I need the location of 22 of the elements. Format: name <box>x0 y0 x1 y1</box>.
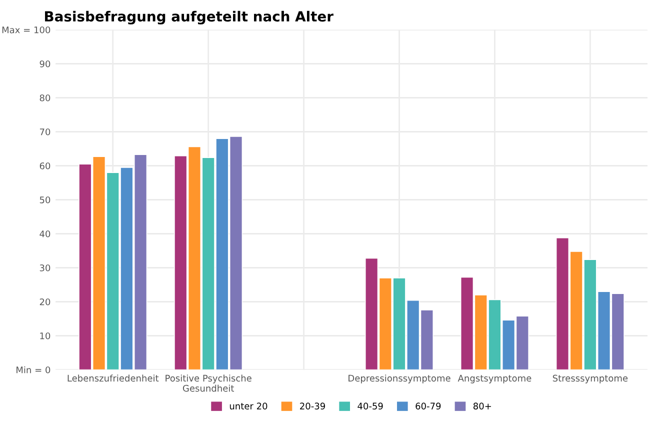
y-tick-label: Min = 0 <box>16 366 50 374</box>
y-tick-label: Max = 100 <box>2 26 50 34</box>
y-tick-label: 20 <box>40 298 50 306</box>
x-tick-label: Positive Psychische Gesundheit <box>166 374 252 392</box>
chart-title: Basisbefragung aufgeteilt nach Alter <box>45 10 334 24</box>
y-tick-label: 80 <box>40 94 50 102</box>
y-tick-label: 40 <box>40 230 50 238</box>
x-tick-label: Stresssymptome <box>552 374 628 384</box>
y-tick-label: 70 <box>40 128 50 136</box>
x-tick-label: Depressionssymptome <box>348 374 450 384</box>
x-tick-label: Angstsymptome <box>458 374 532 384</box>
y-tick-label: 60 <box>40 162 50 170</box>
y-tick-label: 50 <box>40 196 50 204</box>
legend-label: unter 20 <box>230 402 268 410</box>
legend-label: 20-39 <box>300 402 325 410</box>
legend-label: 40-59 <box>358 402 383 410</box>
x-tick-label: Lebenszufriedenheit <box>68 374 159 382</box>
y-tick-label: 10 <box>40 332 50 340</box>
y-tick-label: 90 <box>40 60 50 68</box>
legend-label: 80+ <box>473 402 491 410</box>
legend-label: 60-79 <box>416 402 441 410</box>
y-tick-label: 30 <box>40 264 50 272</box>
